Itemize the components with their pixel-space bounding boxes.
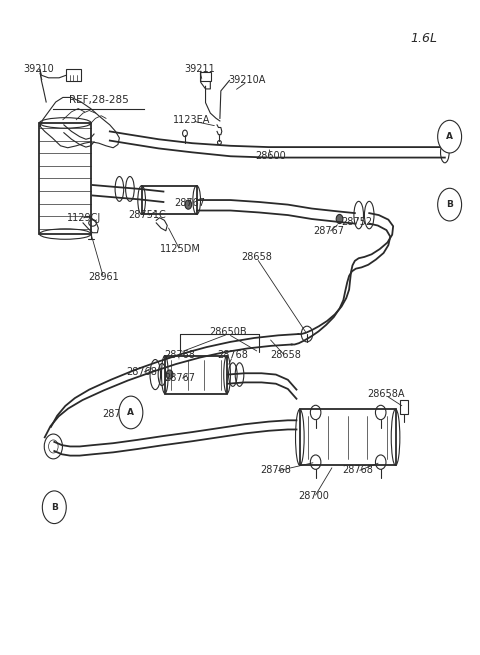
Bar	[165, 356, 227, 394]
Text: 1.6L: 1.6L	[411, 32, 438, 45]
Text: 39211: 39211	[184, 64, 215, 74]
Text: 1123EA: 1123EA	[173, 115, 211, 124]
Circle shape	[166, 370, 173, 379]
Circle shape	[336, 214, 343, 223]
Text: 28658: 28658	[270, 350, 301, 360]
Text: 28752: 28752	[102, 409, 133, 419]
Text: B: B	[51, 503, 58, 512]
Circle shape	[185, 200, 192, 209]
Bar	[66, 69, 81, 81]
Text: 28768: 28768	[217, 350, 248, 360]
Circle shape	[42, 491, 66, 523]
Bar	[39, 123, 91, 234]
Text: 28658A: 28658A	[367, 389, 405, 399]
Text: 1125DM: 1125DM	[160, 244, 201, 254]
Text: 28767: 28767	[313, 227, 344, 236]
Text: 28658: 28658	[241, 252, 272, 262]
Text: 28650B: 28650B	[209, 327, 247, 337]
Bar	[142, 185, 197, 214]
Text: 39210: 39210	[24, 64, 54, 74]
Text: 39210A: 39210A	[228, 75, 266, 85]
Text: A: A	[127, 408, 134, 417]
Bar	[300, 409, 396, 466]
Text: A: A	[446, 132, 453, 141]
Text: 28600: 28600	[256, 151, 287, 161]
Text: 28961: 28961	[88, 272, 119, 282]
Text: 28768: 28768	[261, 465, 291, 475]
Bar	[400, 400, 408, 415]
Text: 28768: 28768	[165, 350, 196, 360]
Circle shape	[438, 121, 462, 153]
Text: 28767: 28767	[174, 198, 205, 208]
Text: 1129CJ: 1129CJ	[67, 213, 102, 223]
Circle shape	[438, 188, 462, 221]
Text: 28768: 28768	[126, 367, 157, 377]
Text: 28752: 28752	[342, 217, 373, 227]
Circle shape	[119, 396, 143, 429]
Text: 28768: 28768	[342, 465, 372, 475]
Text: 28751C: 28751C	[128, 210, 166, 220]
Text: 28700: 28700	[299, 491, 330, 501]
Text: 28767: 28767	[165, 373, 196, 383]
Bar	[200, 71, 211, 81]
Text: B: B	[446, 200, 453, 209]
Text: REF,28-285: REF,28-285	[69, 95, 129, 105]
